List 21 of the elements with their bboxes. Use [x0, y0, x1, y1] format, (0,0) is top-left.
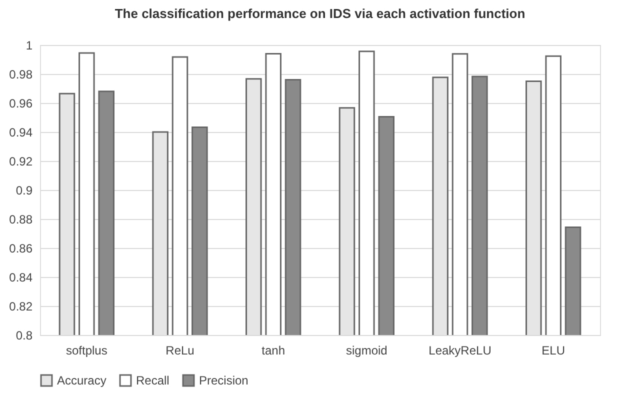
y-tick-label: 0.98 [9, 68, 33, 82]
x-tick-label: ELU [542, 344, 566, 358]
x-tick-label: softplus [66, 344, 108, 358]
y-tick-label: 0.96 [9, 96, 33, 110]
x-tick-label: tanh [262, 344, 286, 358]
legend-label: Accuracy [57, 374, 106, 388]
y-tick-label: 0.92 [9, 154, 33, 168]
x-tick-label: LeakyReLU [428, 344, 492, 358]
x-tick-label: sigmoid [346, 344, 388, 358]
y-tick-label: 0.94 [9, 126, 33, 140]
y-tick-label: 0.82 [9, 300, 33, 314]
y-tick-label: 0.84 [9, 270, 33, 284]
legend-label: Precision [199, 374, 248, 388]
y-tick-label: 0.9 [16, 184, 33, 198]
y-tick-label: 1 [26, 38, 33, 52]
chart-title: The classification performance on IDS via each activation function [114, 6, 526, 21]
y-tick-label: 0.88 [9, 212, 33, 226]
x-tick-label: ReLu [166, 344, 194, 358]
y-tick-label: 0.8 [16, 328, 33, 342]
legend-label: Recall [136, 374, 170, 388]
y-tick-label: 0.86 [9, 242, 33, 256]
